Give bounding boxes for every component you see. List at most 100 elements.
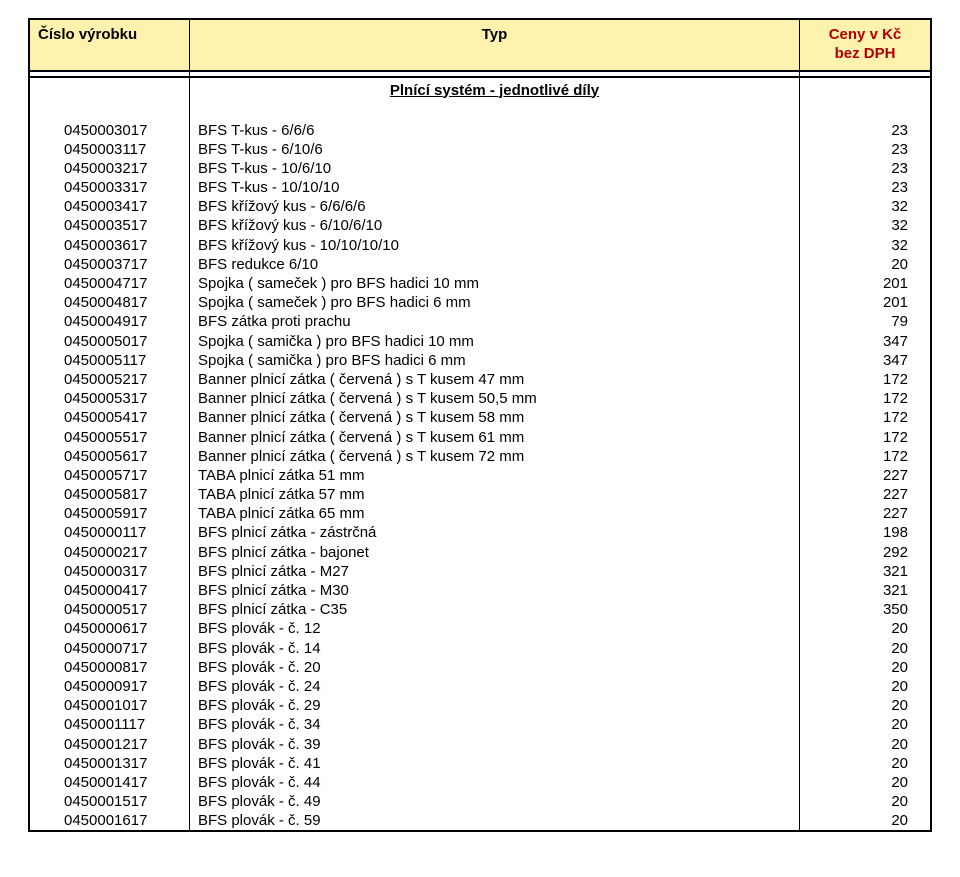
cell-price: 198: [800, 523, 930, 542]
cell-price: 20: [800, 792, 930, 811]
cell-sku: 0450001617: [30, 811, 190, 830]
cell-price: 20: [800, 677, 930, 696]
cell-sku: 0450005917: [30, 504, 190, 523]
table-row: 0450005817TABA plnicí zátka 57 mm227: [30, 485, 930, 504]
cell-sku: 0450005817: [30, 485, 190, 504]
table-row: 0450000517BFS plnicí zátka - C35350: [30, 600, 930, 619]
table-row: 0450005517Banner plnicí zátka ( červená …: [30, 428, 930, 447]
cell-price: 79: [800, 312, 930, 331]
table-row: 0450005017Spojka ( samička ) pro BFS had…: [30, 332, 930, 351]
cell-price: 20: [800, 696, 930, 715]
cell-type: BFS redukce 6/10: [190, 255, 800, 274]
cell-price: 172: [800, 370, 930, 389]
table-row: 0450000917BFS plovák - č. 2420: [30, 677, 930, 696]
cell-type: BFS plovák - č. 34: [190, 715, 800, 734]
cell-sku: 0450005717: [30, 466, 190, 485]
table-row: 0450005117Spojka ( samička ) pro BFS had…: [30, 351, 930, 370]
cell-sku: 0450001117: [30, 715, 190, 734]
cell-type: Banner plnicí zátka ( červená ) s T kuse…: [190, 389, 800, 408]
cell-price: 227: [800, 466, 930, 485]
cell-price: 20: [800, 619, 930, 638]
header-price-line1: Ceny v Kč: [808, 26, 922, 45]
table-row: 0450003317BFS T-kus - 10/10/1023: [30, 178, 930, 197]
cell-price: 32: [800, 197, 930, 216]
cell-sku: 0450001517: [30, 792, 190, 811]
header-price-line2: bez DPH: [808, 45, 922, 64]
header-type: Typ: [190, 20, 800, 70]
section-title: Plnící systém - jednotlivé díly: [190, 78, 800, 103]
cell-type: BFS křížový kus - 6/6/6/6: [190, 197, 800, 216]
cell-sku: 0450003117: [30, 140, 190, 159]
cell-sku: 0450000317: [30, 562, 190, 581]
cell-price: 172: [800, 389, 930, 408]
cell-type: Banner plnicí zátka ( červená ) s T kuse…: [190, 428, 800, 447]
blank-row: [30, 103, 930, 121]
cell-type: BFS T-kus - 10/10/10: [190, 178, 800, 197]
header-price: Ceny v Kč bez DPH: [800, 20, 930, 70]
cell-type: BFS T-kus - 10/6/10: [190, 159, 800, 178]
cell-type: Banner plnicí zátka ( červená ) s T kuse…: [190, 370, 800, 389]
cell-price: 20: [800, 773, 930, 792]
cell-type: Spojka ( sameček ) pro BFS hadici 6 mm: [190, 293, 800, 312]
cell-type: BFS plovák - č. 44: [190, 773, 800, 792]
price-list-table: Číslo výrobku Typ Ceny v Kč bez DPH Plní…: [28, 18, 932, 832]
cell-type: BFS křížový kus - 10/10/10/10: [190, 236, 800, 255]
table-row: 0450000617BFS plovák - č. 1220: [30, 619, 930, 638]
cell-type: BFS plovák - č. 24: [190, 677, 800, 696]
cell-type: BFS plnicí zátka - C35: [190, 600, 800, 619]
cell-sku: 0450005617: [30, 447, 190, 466]
table-row: 0450005217Banner plnicí zátka ( červená …: [30, 370, 930, 389]
cell-price: 227: [800, 485, 930, 504]
cell-price: 347: [800, 332, 930, 351]
table-row: 0450001117BFS plovák - č. 3420: [30, 715, 930, 734]
cell-type: BFS T-kus - 6/10/6: [190, 140, 800, 159]
cell-sku: 0450003417: [30, 197, 190, 216]
cell-price: 23: [800, 121, 930, 140]
cell-type: BFS zátka proti prachu: [190, 312, 800, 331]
cell-sku: 0450005517: [30, 428, 190, 447]
cell-sku: 0450003317: [30, 178, 190, 197]
cell-type: BFS plnicí zátka - M30: [190, 581, 800, 600]
table-row: 0450005417Banner plnicí zátka ( červená …: [30, 408, 930, 427]
table-row: 0450000217BFS plnicí zátka - bajonet292: [30, 543, 930, 562]
cell-type: BFS plovák - č. 20: [190, 658, 800, 677]
cell-type: BFS křížový kus - 6/10/6/10: [190, 216, 800, 235]
cell-sku: 0450005417: [30, 408, 190, 427]
cell-sku: 0450000117: [30, 523, 190, 542]
cell-sku: 0450000917: [30, 677, 190, 696]
table-row: 0450005717TABA plnicí zátka 51 mm227: [30, 466, 930, 485]
cell-type: Spojka ( sameček ) pro BFS hadici 10 mm: [190, 274, 800, 293]
cell-price: 227: [800, 504, 930, 523]
table-row: 0450003617BFS křížový kus - 10/10/10/103…: [30, 236, 930, 255]
table-row: 0450001017BFS plovák - č. 2920: [30, 696, 930, 715]
cell-sku: 0450000617: [30, 619, 190, 638]
cell-price: 32: [800, 216, 930, 235]
cell-price: 350: [800, 600, 930, 619]
cell-sku: 0450005017: [30, 332, 190, 351]
cell-sku: 0450005117: [30, 351, 190, 370]
cell-sku: 0450001217: [30, 735, 190, 754]
cell-type: BFS plovák - č. 29: [190, 696, 800, 715]
cell-sku: 0450003717: [30, 255, 190, 274]
table-header: Číslo výrobku Typ Ceny v Kč bez DPH: [30, 20, 930, 72]
cell-sku: 0450004917: [30, 312, 190, 331]
cell-sku: 0450003517: [30, 216, 190, 235]
cell-price: 23: [800, 159, 930, 178]
cell-type: BFS plnicí zátka - zástrčná: [190, 523, 800, 542]
cell-type: BFS T-kus - 6/6/6: [190, 121, 800, 140]
table-row: 0450001317BFS plovák - č. 4120: [30, 754, 930, 773]
cell-price: 20: [800, 811, 930, 830]
cell-price: 20: [800, 754, 930, 773]
cell-sku: 0450004817: [30, 293, 190, 312]
cell-type: BFS plovák - č. 49: [190, 792, 800, 811]
table-row: 0450003517BFS křížový kus - 6/10/6/1032: [30, 216, 930, 235]
cell-price: 321: [800, 581, 930, 600]
cell-price: 201: [800, 274, 930, 293]
cell-price: 172: [800, 447, 930, 466]
cell-type: TABA plnicí zátka 51 mm: [190, 466, 800, 485]
table-row: 0450001417BFS plovák - č. 4420: [30, 773, 930, 792]
cell-price: 292: [800, 543, 930, 562]
table-row: 0450000717BFS plovák - č. 1420: [30, 639, 930, 658]
cell-type: Banner plnicí zátka ( červená ) s T kuse…: [190, 447, 800, 466]
cell-price: 23: [800, 140, 930, 159]
